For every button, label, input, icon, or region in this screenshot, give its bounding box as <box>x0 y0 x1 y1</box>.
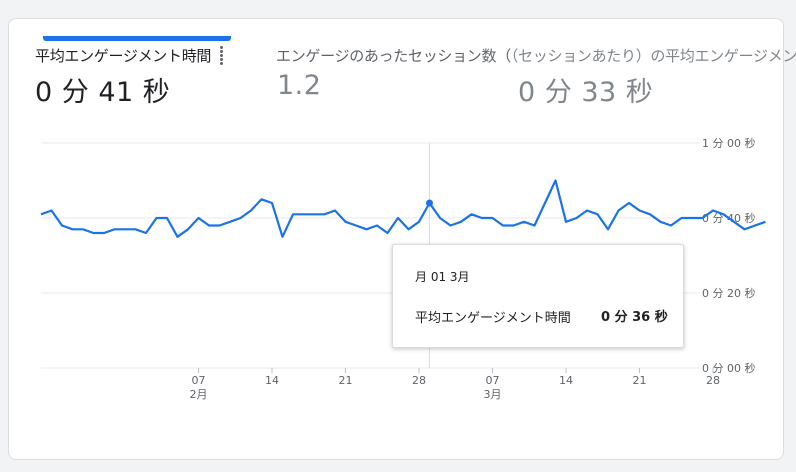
x-tick-label: 28 <box>706 374 720 387</box>
x-tick-label: 07 <box>486 374 500 387</box>
metric-title-overlap: （セッションあたり）の平均エンゲージメント <box>510 47 796 65</box>
x-tick-label: 14 <box>559 374 573 387</box>
tooltip-date: 月 01 3月 <box>415 270 470 284</box>
x-tick-label: 21 <box>633 374 647 387</box>
x-tick-sublabel: 3月 <box>484 388 502 401</box>
x-tick-label: 28 <box>412 374 426 387</box>
x-tick-label: 07 <box>192 374 206 387</box>
more-options-icon[interactable] <box>218 45 224 67</box>
metric-title-avg-engagement-time[interactable]: 平均エンゲージメント時間 <box>35 47 212 65</box>
metric-value-engaged-sessions-per-user: 1.2 <box>277 70 322 101</box>
hover-point <box>426 199 433 207</box>
y-tick-label: 0 分 00 秒 <box>702 361 756 375</box>
x-tick-label: 14 <box>265 374 279 387</box>
x-tick-label: 21 <box>339 374 353 387</box>
tooltip-metric-label: 平均エンゲージメント時間 <box>415 311 571 326</box>
metric-title-engaged-sessions-per-user[interactable]: エンゲージのあったセッション数（（セッションあたり）の平均エンゲージメント <box>276 45 796 66</box>
series-line <box>40 179 766 238</box>
metrics-card <box>8 18 784 460</box>
selected-tab-indicator <box>43 36 231 41</box>
chart-tooltip: 月 01 3月 平均エンゲージメント時間 0 分 36 秒 <box>392 244 684 348</box>
metric-value-avg-engagement-time: 0 分 41 秒 <box>35 77 171 108</box>
tooltip-metric-value: 0 分 36 秒 <box>601 310 668 325</box>
y-tick-label: 0 分 20 秒 <box>702 286 756 300</box>
x-tick-sublabel: 2月 <box>190 388 208 401</box>
metric-value-avg-engagement-per-session: 0 分 33 秒 <box>518 77 654 108</box>
y-tick-label: 1 分 00 秒 <box>702 136 756 150</box>
